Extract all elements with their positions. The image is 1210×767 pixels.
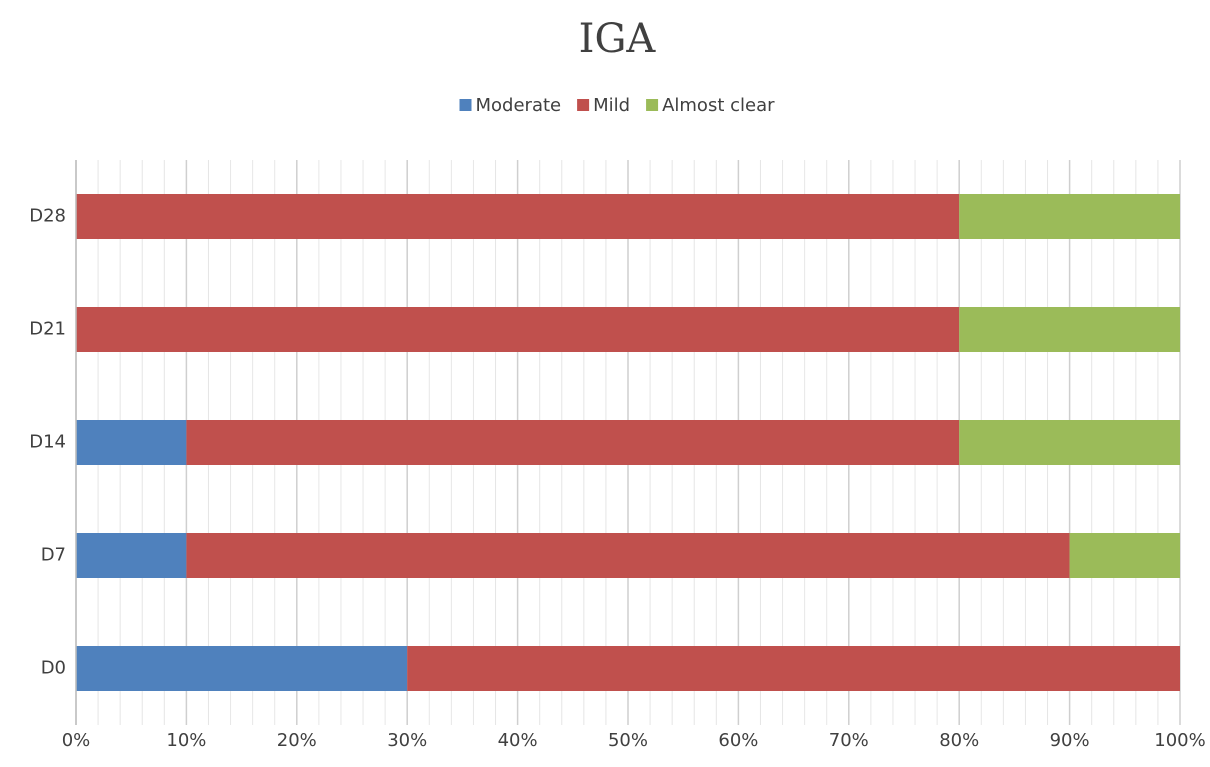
- bar-segment: [959, 307, 1180, 352]
- bar-segment: [1069, 533, 1180, 578]
- bar-segment: [186, 533, 1070, 578]
- x-tick-label: 40%: [498, 730, 538, 751]
- bar-segment: [76, 420, 187, 465]
- bar-segment: [76, 194, 960, 239]
- bar-segment: [186, 420, 960, 465]
- bar-segment: [407, 646, 1180, 691]
- legend-swatch: [577, 99, 590, 111]
- y-tick-label: D21: [29, 319, 66, 340]
- legend-label: Almost clear: [662, 95, 775, 116]
- x-tick-label: 90%: [1050, 730, 1090, 751]
- x-tick-label: 100%: [1154, 730, 1205, 751]
- x-tick-label: 30%: [387, 730, 427, 751]
- y-tick-label: D0: [41, 658, 66, 679]
- x-tick-label: 20%: [277, 730, 317, 751]
- legend-label: Mild: [593, 95, 630, 116]
- y-tick-label: D14: [29, 432, 66, 453]
- bar-segment: [76, 307, 960, 352]
- x-tick-label: 60%: [718, 730, 758, 751]
- bar-segment: [959, 194, 1180, 239]
- bar-segment: [959, 420, 1180, 465]
- x-tick-label: 0%: [62, 730, 91, 751]
- y-tick-label: D28: [29, 206, 66, 227]
- legend-label: Moderate: [476, 95, 562, 116]
- legend-swatch: [646, 99, 659, 111]
- x-tick-label: 80%: [939, 730, 979, 751]
- x-tick-label: 10%: [166, 730, 206, 751]
- x-tick-label: 70%: [829, 730, 869, 751]
- bar-segment: [76, 646, 408, 691]
- legend-swatch: [459, 99, 472, 111]
- chart-title: IGA: [579, 16, 657, 62]
- x-tick-label: 50%: [608, 730, 648, 751]
- bar-segment: [76, 533, 187, 578]
- y-tick-label: D7: [41, 545, 66, 566]
